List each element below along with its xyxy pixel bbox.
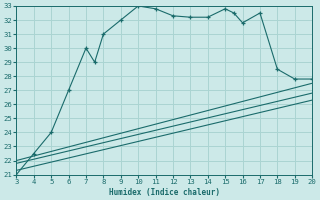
X-axis label: Humidex (Indice chaleur): Humidex (Indice chaleur) (109, 188, 220, 197)
